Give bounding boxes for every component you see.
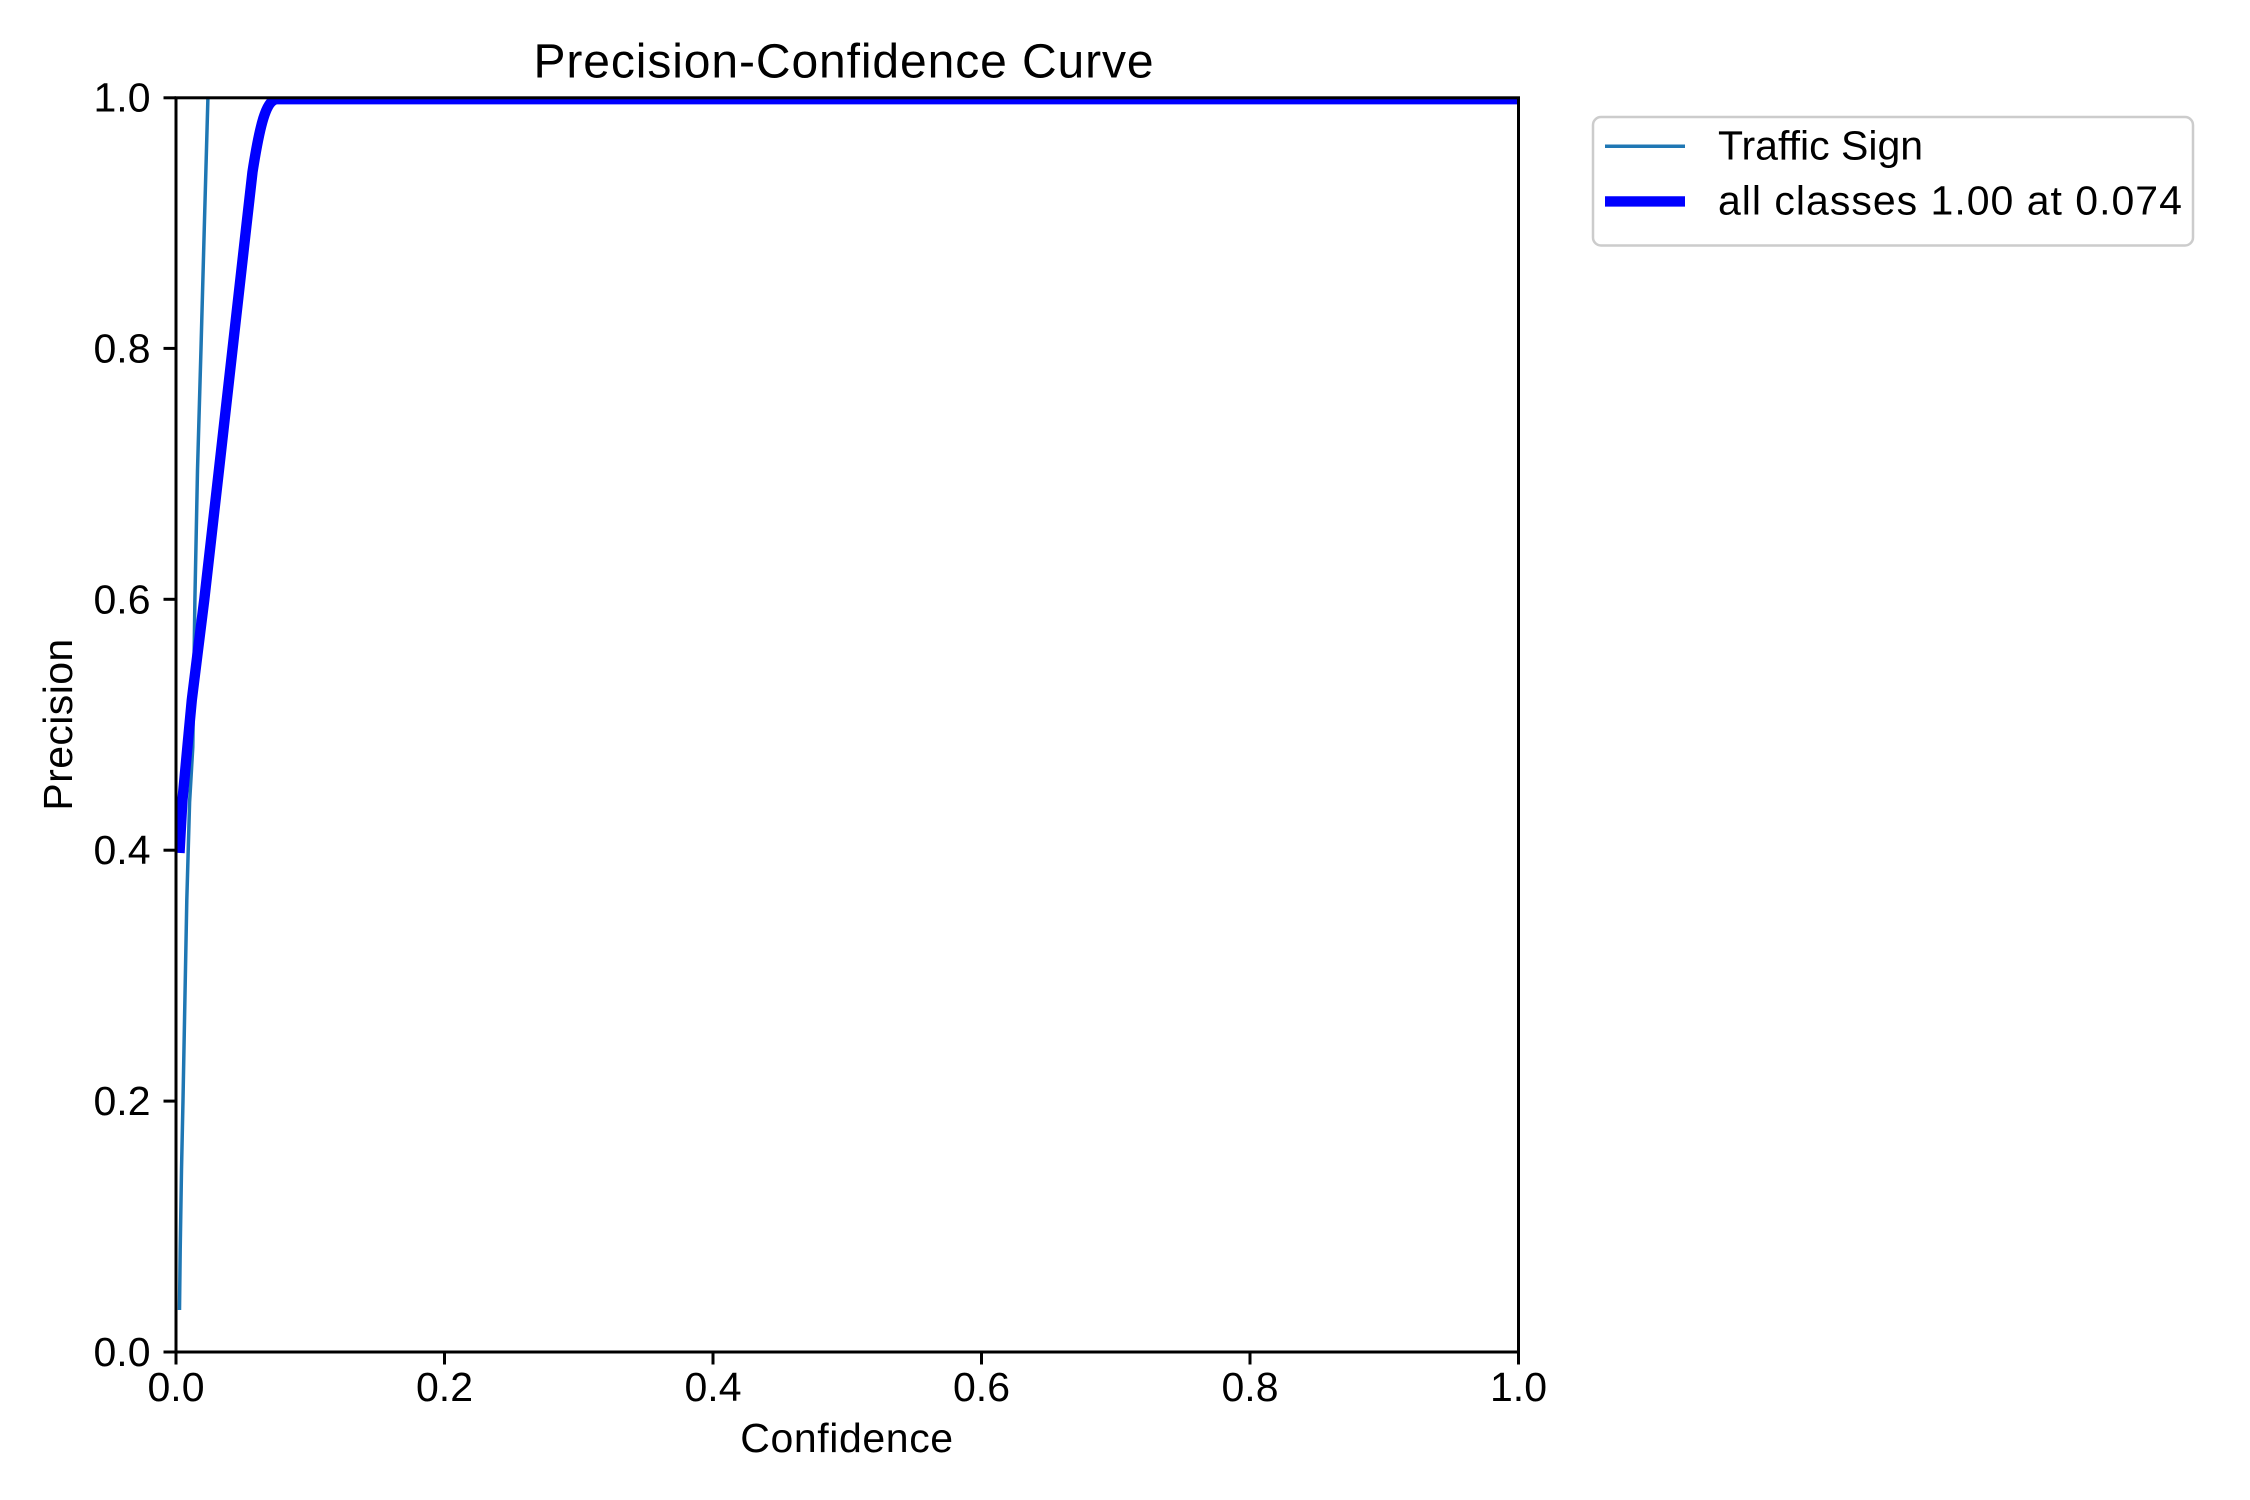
svg-text:Precision-Confidence Curve: Precision-Confidence Curve — [533, 36, 1154, 89]
svg-text:0.8: 0.8 — [94, 325, 151, 371]
svg-text:Traffic Sign: Traffic Sign — [1718, 122, 1923, 168]
svg-text:0.0: 0.0 — [148, 1364, 205, 1410]
svg-text:0.2: 0.2 — [94, 1078, 151, 1124]
svg-text:Confidence: Confidence — [740, 1415, 953, 1461]
svg-text:0.8: 0.8 — [1222, 1364, 1279, 1410]
svg-text:0.2: 0.2 — [416, 1364, 473, 1410]
svg-text:0.0: 0.0 — [94, 1329, 151, 1375]
svg-text:0.4: 0.4 — [685, 1364, 742, 1410]
svg-text:0.4: 0.4 — [94, 827, 151, 873]
svg-text:1.0: 1.0 — [94, 75, 151, 121]
svg-text:Precision: Precision — [35, 638, 81, 810]
svg-text:all classes 1.00 at 0.074: all classes 1.00 at 0.074 — [1718, 177, 2183, 223]
svg-text:0.6: 0.6 — [94, 576, 151, 622]
svg-text:1.0: 1.0 — [1490, 1364, 1547, 1410]
svg-text:0.6: 0.6 — [953, 1364, 1010, 1410]
